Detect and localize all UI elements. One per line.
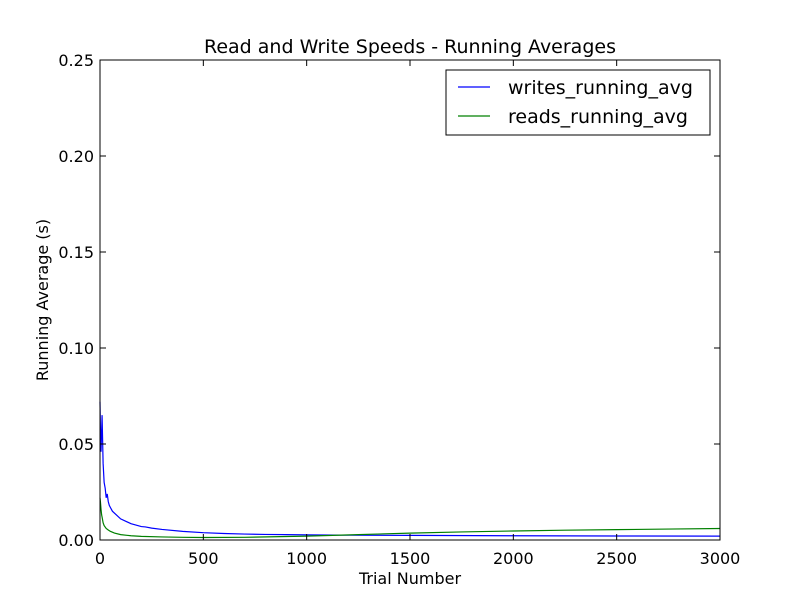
x-tick-label: 500: [188, 549, 219, 568]
x-tick-label: 2000: [493, 549, 534, 568]
series-line-1: [99, 497, 721, 539]
legend-label-writes: writes_running_avg: [508, 77, 693, 99]
x-tick-label: 1500: [390, 549, 431, 568]
x-tick-label: 1000: [286, 549, 327, 568]
legend-box: [445, 69, 711, 136]
series-layer: [99, 401, 721, 539]
y-tick-label: 0.10: [58, 339, 94, 358]
y-tick-label: 0.05: [58, 435, 94, 454]
y-axis-label: Running Average (s): [33, 219, 52, 381]
x-tick-label: 3000: [700, 549, 741, 568]
x-tick-label: 0: [95, 549, 105, 568]
chart-title: Read and Write Speeds - Running Averages: [204, 36, 616, 58]
y-tick-label: 0.15: [58, 243, 94, 262]
x-tick-label: 2500: [596, 549, 637, 568]
y-tick-label: 0.20: [58, 147, 94, 166]
x-axis-label: Trial Number: [358, 569, 461, 588]
legend: writes_running_avg reads_running_avg: [445, 69, 711, 136]
axis-ticks: 0 500 1000 1500 2000 2500 3000 0.00 0.05 0.10 0.15…: [58, 51, 740, 568]
y-tick-label: 0.00: [58, 531, 94, 550]
series-line-0: [99, 401, 721, 537]
legend-label-reads: reads_running_avg: [508, 106, 688, 128]
y-tick-label: 0.25: [58, 51, 94, 70]
